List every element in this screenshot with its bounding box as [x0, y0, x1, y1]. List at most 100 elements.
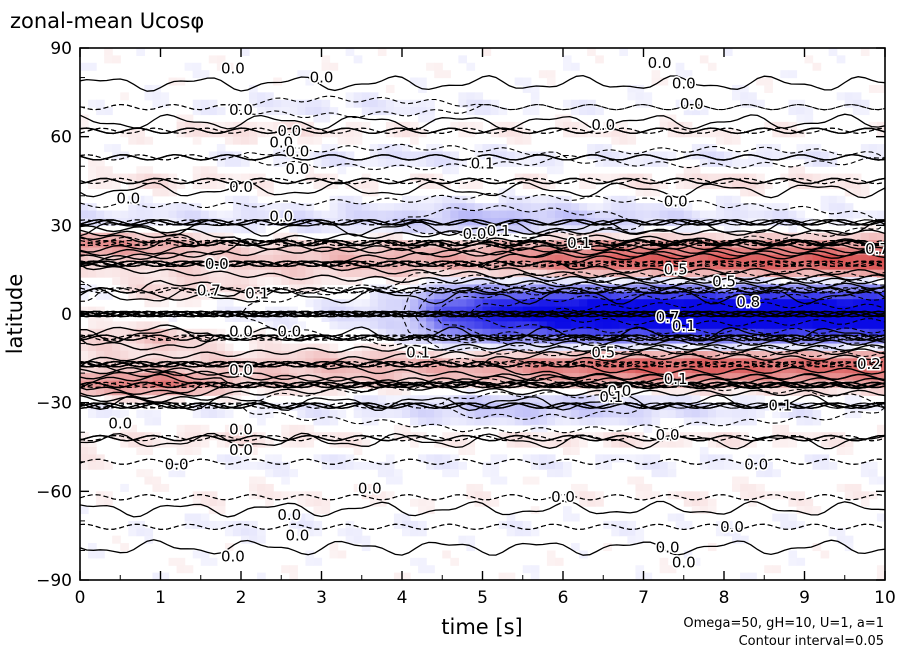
contour-label: 0.2: [857, 355, 881, 373]
heat-cell: [579, 284, 588, 293]
heat-cell: [812, 291, 822, 300]
heat-cell: [337, 277, 347, 286]
heat-cell: [410, 121, 419, 130]
heat-cell: [635, 210, 645, 219]
heat-cell: [724, 210, 733, 219]
heat-cell: [522, 410, 532, 419]
heat-cell: [144, 136, 154, 145]
heat-cell: [740, 247, 749, 256]
heat-cell: [498, 232, 508, 241]
heat-cell: [232, 277, 242, 286]
heat-cell: [844, 203, 854, 212]
heat-cell: [482, 491, 492, 500]
contour-label: 0.1: [664, 370, 688, 388]
heat-cell: [232, 424, 242, 433]
heat-cell: [385, 217, 395, 226]
heat-cell: [176, 277, 186, 286]
heat-cell: [667, 513, 677, 522]
heat-cell: [418, 173, 427, 182]
heat-cell: [144, 181, 154, 189]
heat-cell: [659, 380, 669, 389]
heat-cell: [667, 365, 677, 374]
heat-cell: [393, 306, 403, 315]
heat-cell: [627, 520, 637, 529]
heat-cell: [876, 254, 885, 263]
heat-cell: [289, 203, 298, 212]
heat-cell: [385, 476, 395, 485]
heat-cell: [458, 92, 467, 101]
heat-cell: [249, 535, 258, 544]
contour-label: 0.0: [720, 518, 744, 536]
heat-cell: [474, 92, 484, 101]
heat-cell: [281, 469, 290, 478]
heat-cell: [876, 84, 885, 93]
heat-cell: [257, 107, 266, 116]
heat-cell: [587, 306, 596, 315]
heat-cell: [361, 483, 371, 492]
zero-contour: [80, 539, 885, 556]
heat-cell: [748, 232, 757, 241]
heat-cell: [546, 217, 556, 226]
heat-cell: [249, 291, 258, 300]
heat-cell: [659, 291, 669, 300]
heat-cell: [410, 291, 419, 300]
heat-cell: [192, 129, 202, 138]
heat-cell: [168, 269, 178, 278]
heat-cell: [232, 269, 242, 278]
heat-cell: [176, 181, 186, 189]
heat-cell: [756, 188, 765, 197]
heat-cell: [249, 173, 258, 182]
heat-cell: [297, 520, 306, 529]
heat-cell: [434, 158, 443, 167]
heat-cell: [820, 550, 830, 559]
heat-cell: [724, 48, 733, 56]
heat-cell: [554, 254, 564, 263]
heat-cell: [257, 225, 266, 234]
heat-cell: [844, 439, 854, 448]
heat-cell: [345, 99, 355, 108]
heat-cell: [860, 151, 870, 160]
heat-cell: [804, 217, 814, 226]
heat-cell: [273, 158, 282, 167]
heat-cell: [152, 181, 162, 189]
contour-label: 0.0: [205, 255, 229, 273]
heat-cell: [498, 151, 508, 160]
heat-cell: [426, 321, 435, 330]
heat-cell: [450, 158, 459, 167]
heat-cell: [257, 240, 266, 249]
heat-cell: [458, 395, 467, 404]
heat-cell: [554, 210, 564, 219]
heat-cell: [667, 114, 677, 123]
heat-cell: [498, 291, 508, 300]
heat-cell: [514, 402, 524, 411]
heat-cell: [80, 343, 89, 352]
heat-cell: [80, 328, 89, 337]
heat-cell: [120, 365, 129, 374]
heat-cell: [546, 291, 556, 300]
heat-cell: [224, 240, 234, 249]
heat-cell: [571, 513, 580, 522]
heat-cell: [812, 277, 822, 286]
heat-cell: [812, 232, 822, 241]
heat-cell: [691, 373, 701, 382]
heat-cell: [506, 417, 516, 426]
heat-cell: [353, 306, 363, 315]
heat-cell: [554, 314, 564, 322]
heat-cell: [337, 454, 347, 463]
heat-cell: [659, 262, 669, 271]
heat-cell: [691, 498, 701, 507]
heat-cell: [852, 306, 862, 315]
heat-cell: [635, 417, 645, 426]
heat-cell: [804, 350, 814, 359]
heat-cell: [707, 343, 717, 352]
heat-cell: [88, 314, 97, 322]
heat-cell: [152, 92, 162, 101]
heat-cell: [337, 410, 347, 419]
heat-cell: [546, 166, 556, 175]
heat-cell: [788, 439, 798, 448]
contour-label: 0.0: [165, 456, 189, 474]
heat-cell: [828, 373, 838, 382]
contour-label: 0.0: [310, 69, 334, 87]
heat-cell: [192, 373, 202, 382]
heat-cell: [860, 373, 870, 382]
